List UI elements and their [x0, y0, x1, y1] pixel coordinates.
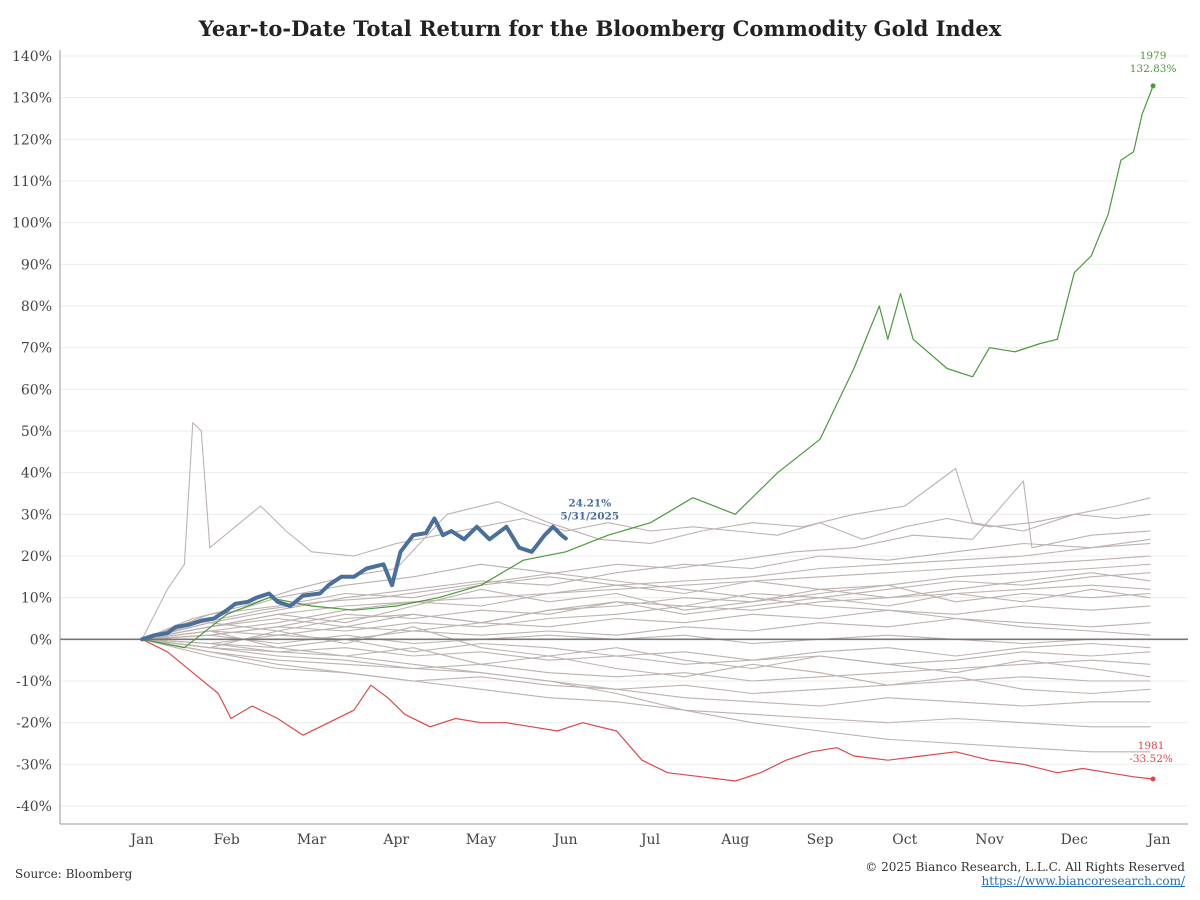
x-tick-label: Jul — [639, 832, 661, 848]
y-tick-label: 50% — [21, 424, 52, 440]
x-tick-label: Jun — [552, 832, 578, 848]
footer-credits: © 2025 Bianco Research, L.L.C. All Right… — [865, 860, 1185, 888]
x-tick-label: Oct — [892, 832, 917, 848]
y-tick-label: 30% — [21, 507, 52, 523]
x-tick-label: Mar — [297, 832, 327, 848]
x-tick-label: Apr — [382, 832, 409, 848]
series-line-other — [141, 422, 1151, 640]
y-tick-labels: 140% 130% 120% 110% 100% 90% 80% 70% 60% 50% 40% 30… — [12, 49, 52, 815]
series-line-other — [141, 563, 1151, 640]
y-tick-label: 110% — [12, 174, 52, 190]
series-line-other — [141, 638, 1151, 728]
y-tick-label: 130% — [12, 91, 52, 107]
current-series — [140, 516, 568, 642]
y-tick-label: -10% — [16, 674, 52, 690]
y-tick-label: -40% — [16, 799, 52, 815]
series-line-other — [141, 555, 1151, 640]
current-date-label: 5/31/2025 — [560, 510, 619, 522]
y-tick-label: 100% — [12, 216, 52, 232]
x-tick-label: Feb — [214, 832, 240, 848]
series-line-other — [141, 572, 1151, 640]
y-tick-label: 20% — [21, 549, 52, 565]
y-grid — [60, 55, 1188, 807]
current-value-label: 24.21% — [568, 497, 611, 509]
y-tick-label: -30% — [16, 757, 52, 773]
series-line-other — [141, 638, 1151, 707]
y-tick-label: 70% — [21, 341, 52, 357]
series-line-other — [141, 588, 1151, 640]
x-tick-labels: Jan Feb Mar Apr May Jun Jul Aug Sep Oct Nov Dec Jan — [129, 832, 1171, 848]
series-line-other — [141, 542, 1151, 640]
series-line-other — [141, 572, 1151, 640]
y-tick-label: 40% — [21, 466, 52, 482]
series-line-1981 — [141, 638, 1154, 782]
x-tick-label: Aug — [720, 832, 749, 848]
worst-value-label: -33.52% — [1129, 753, 1173, 765]
series-line-other — [141, 480, 1151, 640]
series-line-other — [141, 584, 1151, 640]
series-line-other — [141, 538, 1151, 640]
y-tick-label: 60% — [21, 382, 52, 398]
x-tick-label: May — [466, 832, 497, 848]
series-line-other — [141, 638, 1151, 753]
y-tick-label: 120% — [12, 132, 52, 148]
copyright-text: © 2025 Bianco Research, L.L.C. All Right… — [865, 860, 1185, 874]
y-tick-label: 80% — [21, 299, 52, 315]
x-tick-label: Dec — [1061, 832, 1089, 848]
series-line-other — [141, 467, 1151, 640]
y-tick-label: 90% — [21, 257, 52, 273]
series-line-other — [141, 638, 1151, 661]
series-line-other — [141, 630, 1151, 695]
worst-year-label: 1981 — [1138, 740, 1165, 752]
chart-title: Year-to-Date Total Return for the Bloomb… — [198, 16, 1002, 41]
y-tick-label: 10% — [21, 591, 52, 607]
y-tick-label: 0% — [30, 632, 52, 648]
series-line-1979 — [141, 85, 1154, 649]
worst-series — [141, 638, 1156, 782]
x-tick-label: Nov — [975, 832, 1004, 848]
x-tick-label: Sep — [807, 832, 834, 848]
series-line-other — [141, 638, 1151, 665]
x-tick-label: Jan — [129, 832, 154, 848]
series-line-other — [141, 638, 1151, 695]
series-endpoint-1981 — [1150, 776, 1156, 782]
series-line-other — [141, 605, 1151, 640]
best-series — [141, 83, 1156, 649]
series-endpoint-1979 — [1150, 83, 1156, 89]
best-year-label: 1979 — [1140, 50, 1167, 62]
y-tick-label: -20% — [16, 716, 52, 732]
series-line-2025 — [140, 516, 568, 642]
website-link[interactable]: https://www.biancoresearch.com/ — [981, 874, 1185, 888]
y-tick-label: 140% — [12, 49, 52, 65]
x-tick-label: Jan — [1146, 832, 1171, 848]
best-value-label: 132.83% — [1130, 63, 1177, 75]
other-series — [141, 422, 1151, 753]
source-note: Source: Bloomberg — [15, 867, 133, 881]
